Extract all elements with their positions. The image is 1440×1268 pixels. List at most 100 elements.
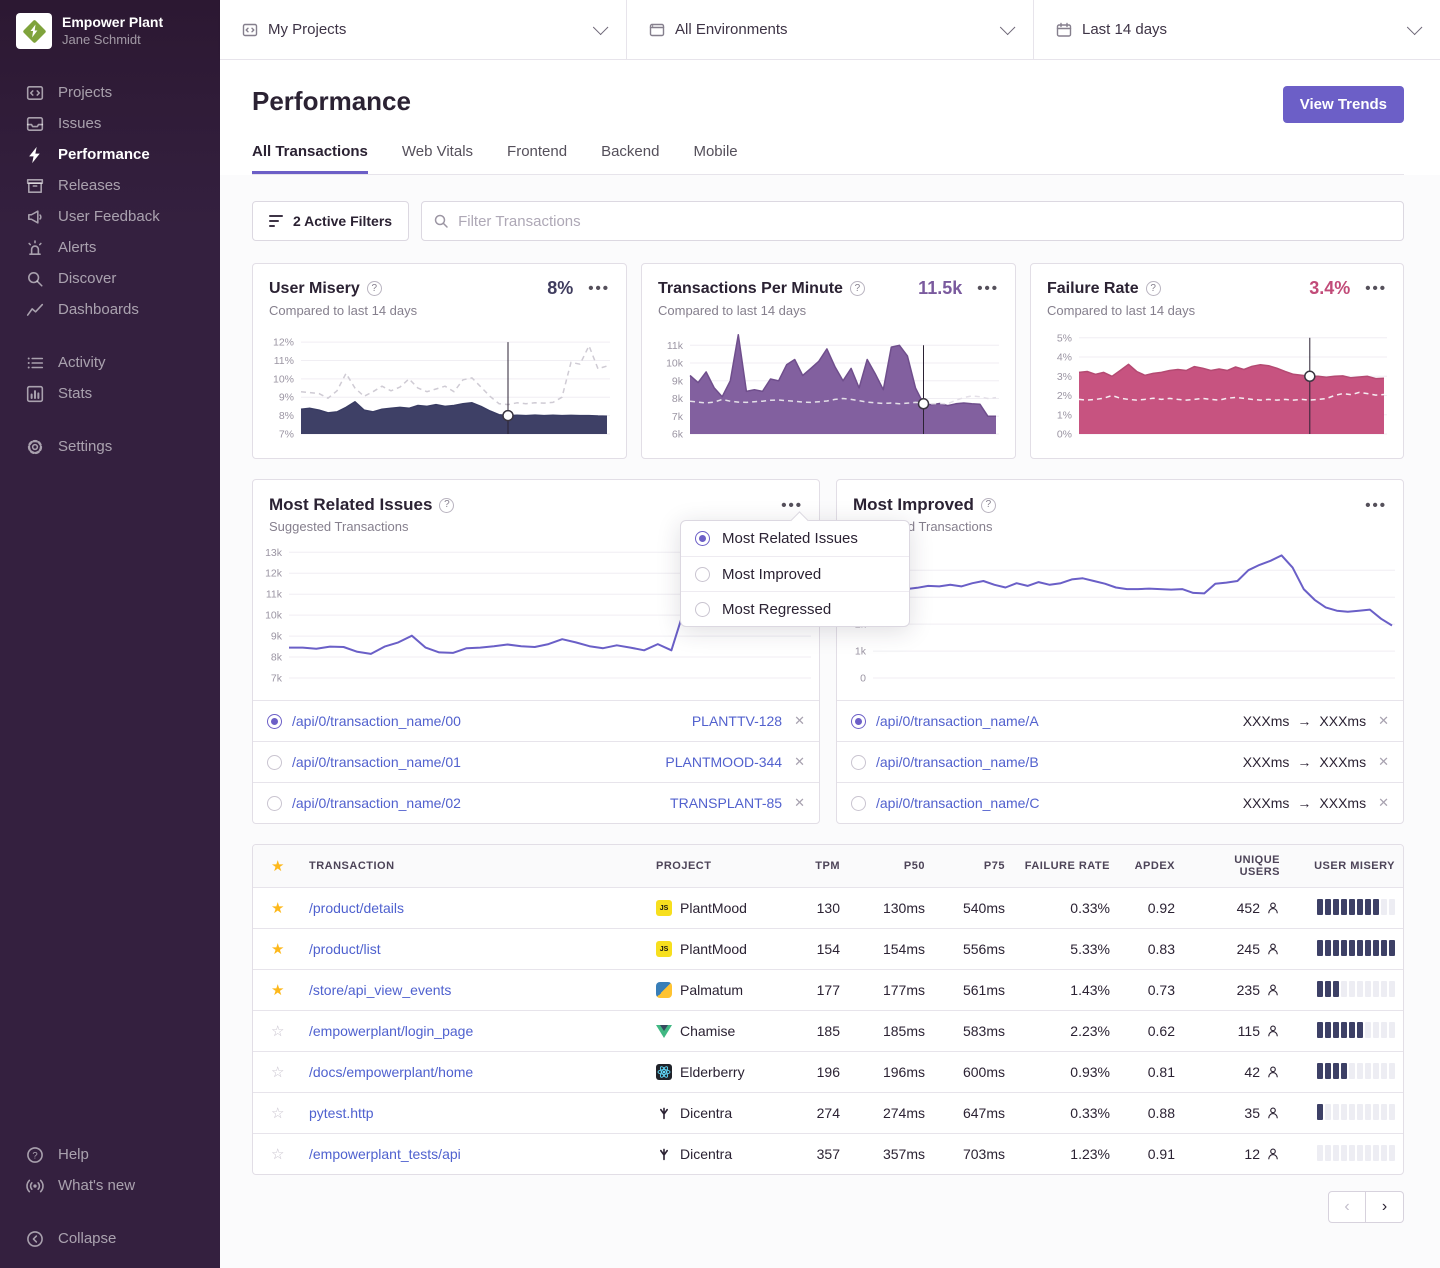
unique-users-cell: 12	[1191, 1146, 1280, 1162]
sidebar-item-dashboards[interactable]: Dashboards	[0, 294, 220, 325]
active-filters-button[interactable]: 2 Active Filters	[252, 201, 410, 241]
svg-text:1k: 1k	[855, 646, 867, 658]
widget-menu-icon[interactable]: •••	[1365, 496, 1387, 514]
transaction-link[interactable]: /api/0/transaction_name/C	[876, 795, 1040, 811]
help-icon[interactable]: ?	[849, 281, 865, 296]
unique-users-cell: 452	[1191, 900, 1280, 916]
transaction-link[interactable]: pytest.http	[309, 1105, 374, 1121]
python-icon	[656, 982, 672, 998]
sidebar-item-projects[interactable]: Projects	[0, 77, 220, 108]
transaction-radio[interactable]	[267, 713, 282, 729]
tab-mobile[interactable]: Mobile	[693, 143, 738, 160]
transaction-link[interactable]: /product/details	[309, 900, 404, 916]
sidebar-item-activity[interactable]: Activity	[0, 347, 220, 378]
issue-link[interactable]: PLANTMOOD-344	[665, 754, 783, 770]
close-icon[interactable]: ✕	[1378, 754, 1389, 769]
help-icon[interactable]: ?	[439, 497, 455, 513]
widget-menu-icon[interactable]: •••	[781, 496, 803, 514]
help-icon[interactable]: ?	[1145, 281, 1161, 296]
sidebar-item-label: Performance	[58, 146, 150, 163]
transaction-link[interactable]: /store/api_view_events	[309, 982, 452, 998]
sidebar-item-label: Activity	[58, 354, 106, 371]
transaction-link[interactable]: /api/0/transaction_name/A	[876, 713, 1039, 729]
help-icon[interactable]: ?	[980, 497, 996, 513]
sidebar-item-alerts[interactable]: Alerts	[0, 232, 220, 263]
sidebar-item-label: What's new	[58, 1177, 136, 1194]
transaction-link[interactable]: /api/0/transaction_name/B	[876, 754, 1039, 770]
transaction-radio[interactable]	[851, 754, 866, 770]
column-header: TPM	[815, 860, 840, 872]
close-icon[interactable]: ✕	[1378, 713, 1389, 728]
sidebar-item-help[interactable]: ? Help	[0, 1139, 220, 1170]
help-icon[interactable]: ?	[366, 281, 382, 296]
favorite-star-icon[interactable]: ★	[271, 900, 285, 917]
transaction-link[interactable]: /docs/empowerplant/home	[309, 1064, 474, 1080]
svg-text:0%: 0%	[1057, 429, 1072, 441]
duration-change: XXXms → XXXms	[1242, 795, 1367, 811]
favorite-star-icon[interactable]: ☆	[271, 1105, 285, 1122]
transaction-link[interactable]: /api/0/transaction_name/02	[292, 795, 461, 811]
favorites-column-icon[interactable]: ★	[271, 858, 285, 875]
tab-web-vitals[interactable]: Web Vitals	[401, 143, 474, 160]
more-options-icon[interactable]: •••	[977, 280, 999, 297]
more-options-icon[interactable]: •••	[588, 280, 610, 297]
transaction-radio[interactable]	[851, 795, 866, 811]
apdex-cell: 0.83	[1147, 941, 1175, 957]
menu-radio	[695, 601, 710, 617]
sidebar-item-releases[interactable]: Releases	[0, 170, 220, 201]
tab-frontend[interactable]: Frontend	[507, 143, 568, 160]
menu-item-most-related-issues[interactable]: Most Related Issues	[681, 521, 909, 556]
close-icon[interactable]: ✕	[794, 754, 805, 769]
favorite-star-icon[interactable]: ★	[271, 941, 285, 958]
sidebar-item-performance[interactable]: Performance	[0, 139, 220, 170]
related-transaction-row: /api/0/transaction_name/02 TRANSPLANT-85 ✕	[253, 782, 819, 823]
org-name: Empower Plant	[62, 14, 164, 31]
sidebar-item-issues[interactable]: Issues	[0, 108, 220, 139]
previous-page-button[interactable]: ‹	[1328, 1191, 1366, 1223]
issue-link[interactable]: TRANSPLANT-85	[670, 795, 783, 811]
tab-all-transactions[interactable]: All Transactions	[252, 143, 368, 174]
favorite-star-icon[interactable]: ☆	[271, 1023, 285, 1040]
transaction-radio[interactable]	[267, 754, 282, 770]
org-switcher[interactable]: Empower Plant Jane Schmidt	[0, 0, 220, 59]
sidebar-item-user-feedback[interactable]: User Feedback	[0, 201, 220, 232]
sidebar-item-discover[interactable]: Discover	[0, 263, 220, 294]
environment-filter-dropdown[interactable]: All Environments	[626, 0, 1033, 59]
svg-text:8k: 8k	[271, 652, 283, 664]
search-input[interactable]	[421, 201, 1404, 241]
column-header: P50	[903, 860, 925, 872]
next-page-button[interactable]: ›	[1366, 1191, 1404, 1223]
transaction-link[interactable]: /api/0/transaction_name/00	[292, 713, 461, 729]
transaction-link[interactable]: /product/list	[309, 941, 381, 957]
date-filter-dropdown[interactable]: Last 14 days	[1033, 0, 1440, 59]
sidebar-item-collapse[interactable]: Collapse	[0, 1223, 220, 1254]
transaction-link[interactable]: /empowerplant_tests/api	[309, 1146, 461, 1162]
menu-item-most-regressed[interactable]: Most Regressed	[681, 591, 909, 626]
tab-backend[interactable]: Backend	[601, 143, 660, 160]
svg-text:7k: 7k	[271, 673, 283, 685]
close-icon[interactable]: ✕	[794, 713, 805, 728]
sidebar-item-what-s-new[interactable]: What's new	[0, 1170, 220, 1201]
favorite-star-icon[interactable]: ☆	[271, 1064, 285, 1081]
user-misery-chart: 12% 11% 10% 9% 8% 7%	[269, 326, 610, 448]
menu-item-most-improved[interactable]: Most Improved	[681, 556, 909, 591]
sidebar-item-settings[interactable]: Settings	[0, 431, 220, 462]
tpm-card: Transactions Per Minute ? 11.5k ••• Comp…	[641, 263, 1016, 459]
filter-row: 2 Active Filters	[252, 201, 1404, 241]
close-icon[interactable]: ✕	[794, 795, 805, 810]
view-trends-button[interactable]: View Trends	[1282, 86, 1404, 123]
more-options-icon[interactable]: •••	[1365, 280, 1387, 297]
favorite-star-icon[interactable]: ☆	[271, 1146, 285, 1163]
main: My Projects All Environments Last 14 day…	[220, 0, 1440, 1268]
favorite-star-icon[interactable]: ★	[271, 982, 285, 999]
pagination: ‹ ›	[252, 1191, 1404, 1223]
transaction-radio[interactable]	[851, 713, 866, 729]
project-filter-dropdown[interactable]: My Projects	[220, 0, 626, 59]
sidebar-item-stats[interactable]: Stats	[0, 378, 220, 409]
transaction-link[interactable]: /empowerplant/login_page	[309, 1023, 474, 1039]
close-icon[interactable]: ✕	[1378, 795, 1389, 810]
issue-link[interactable]: PLANTTV-128	[691, 713, 783, 729]
transaction-link[interactable]: /api/0/transaction_name/01	[292, 754, 461, 770]
help-icon: ?	[26, 1146, 44, 1164]
transaction-radio[interactable]	[267, 795, 282, 811]
